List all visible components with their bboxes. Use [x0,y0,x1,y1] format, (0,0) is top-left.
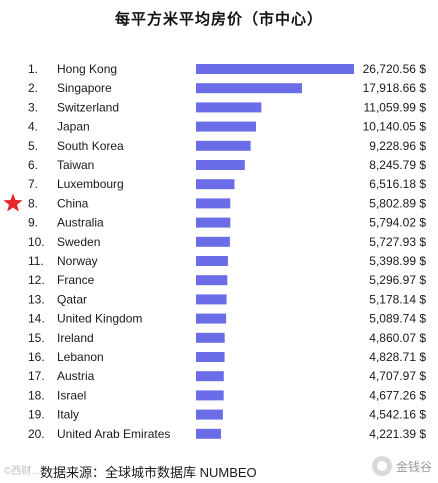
value-label-australia: 5,794.02 $ [369,216,426,230]
rank-label: 12. [28,273,45,287]
rank-label: 14. [28,312,45,326]
value-label-austria: 4,707.97 $ [369,369,426,383]
bar-united-arab-emirates [196,428,221,439]
value-label-switzerland: 11,059.99 $ [363,100,426,114]
country-label-qatar: Qatar [57,292,87,306]
bar-italy [196,409,223,420]
bar-sweden [196,236,230,247]
rank-label: 16. [28,350,45,364]
rank-label: 11. [28,254,44,268]
rank-label: 13. [28,292,45,306]
country-label-australia: Australia [57,216,104,230]
watermark-text: ©西财... [4,466,40,477]
rank-label: 8. [28,196,38,210]
brand-logo: 金钱谷 [371,456,432,476]
value-label-israel: 4,677.26 $ [369,388,426,402]
rank-label: 4. [28,120,38,134]
highlight-star-icon [3,193,23,212]
country-label-italy: Italy [57,408,79,422]
data-source-text: 数据来源：全球城市数据库 NUMBEO [40,465,257,480]
country-label-norway: Norway [57,254,98,268]
bar-singapore [196,83,302,94]
bar-china [196,198,231,209]
rank-label: 19. [28,408,45,422]
rank-label: 9. [28,216,38,230]
value-label-china: 5,802.89 $ [369,196,426,210]
bar-norway [196,256,228,266]
chart-title: 每平方米平均房价（市中心） [114,11,323,28]
rank-label: 3. [28,100,38,114]
bar-switzerland [196,102,262,113]
country-label-sweden: Sweden [57,235,100,249]
value-label-luxembourg: 6,516.18 $ [369,177,426,191]
value-label-lebanon: 4,828.71 $ [369,350,426,364]
country-label-japan: Japan [57,120,90,134]
bar-lebanon [196,352,225,362]
value-label-japan: 10,140.05 $ [363,120,427,134]
rank-label: 20. [28,427,45,441]
rank-label: 2. [28,81,38,95]
bar-ireland [196,332,225,343]
bar-luxembourg [196,179,235,190]
rank-label: 6. [28,158,38,172]
bar-hong-kong [196,64,354,74]
rank-label: 15. [28,331,45,345]
bar-qatar [196,294,227,305]
bar-france [196,275,228,286]
country-label-france: France [57,273,95,287]
value-label-italy: 4,542.16 $ [369,408,426,422]
bean-logo-icon [371,456,392,476]
value-label-south-korea: 9,228.96 $ [369,139,426,153]
value-label-singapore: 17,918.66 $ [363,81,427,95]
country-label-austria: Austria [57,369,95,383]
rank-label: 5. [28,139,38,153]
value-label-united-kingdom: 5,089.74 $ [369,312,426,326]
country-label-taiwan: Taiwan [57,158,94,172]
rank-label: 18. [28,388,45,402]
bar-south-korea [196,140,251,151]
bar-austria [196,371,224,382]
rank-label: 7. [28,177,38,191]
country-label-china: China [57,196,89,210]
value-label-sweden: 5,727.93 $ [369,235,426,249]
country-label-luxembourg: Luxembourg [57,177,124,191]
bar-israel [196,390,224,401]
country-label-united-arab-emirates: United Arab Emirates [57,427,170,441]
country-label-switzerland: Switzerland [57,100,119,114]
rank-label: 10. [28,235,45,249]
value-label-united-arab-emirates: 4,221.39 $ [369,427,426,441]
country-label-hong-kong: Hong Kong [57,62,117,76]
value-label-taiwan: 8,245.79 $ [369,158,426,172]
bar-australia [196,217,231,228]
country-label-ireland: Ireland [57,331,94,345]
value-label-hong-kong: 26,720.56 $ [363,62,427,76]
bar-japan [196,121,256,132]
bar-united-kingdom [196,313,227,324]
brand-name: 金钱谷 [395,459,432,474]
country-label-south-korea: South Korea [57,139,124,153]
bar-taiwan [196,160,245,170]
rank-label: 1. [28,62,38,76]
value-label-ireland: 4,860.07 $ [369,331,426,345]
country-label-united-kingdom: United Kingdom [57,312,142,326]
country-label-israel: Israel [57,388,86,402]
country-label-lebanon: Lebanon [57,350,104,364]
value-label-france: 5,296.97 $ [369,273,426,287]
country-label-singapore: Singapore [57,81,112,95]
rank-label: 17. [28,369,45,383]
value-label-norway: 5,398.99 $ [369,254,426,268]
value-label-qatar: 5,178.14 $ [369,292,426,306]
